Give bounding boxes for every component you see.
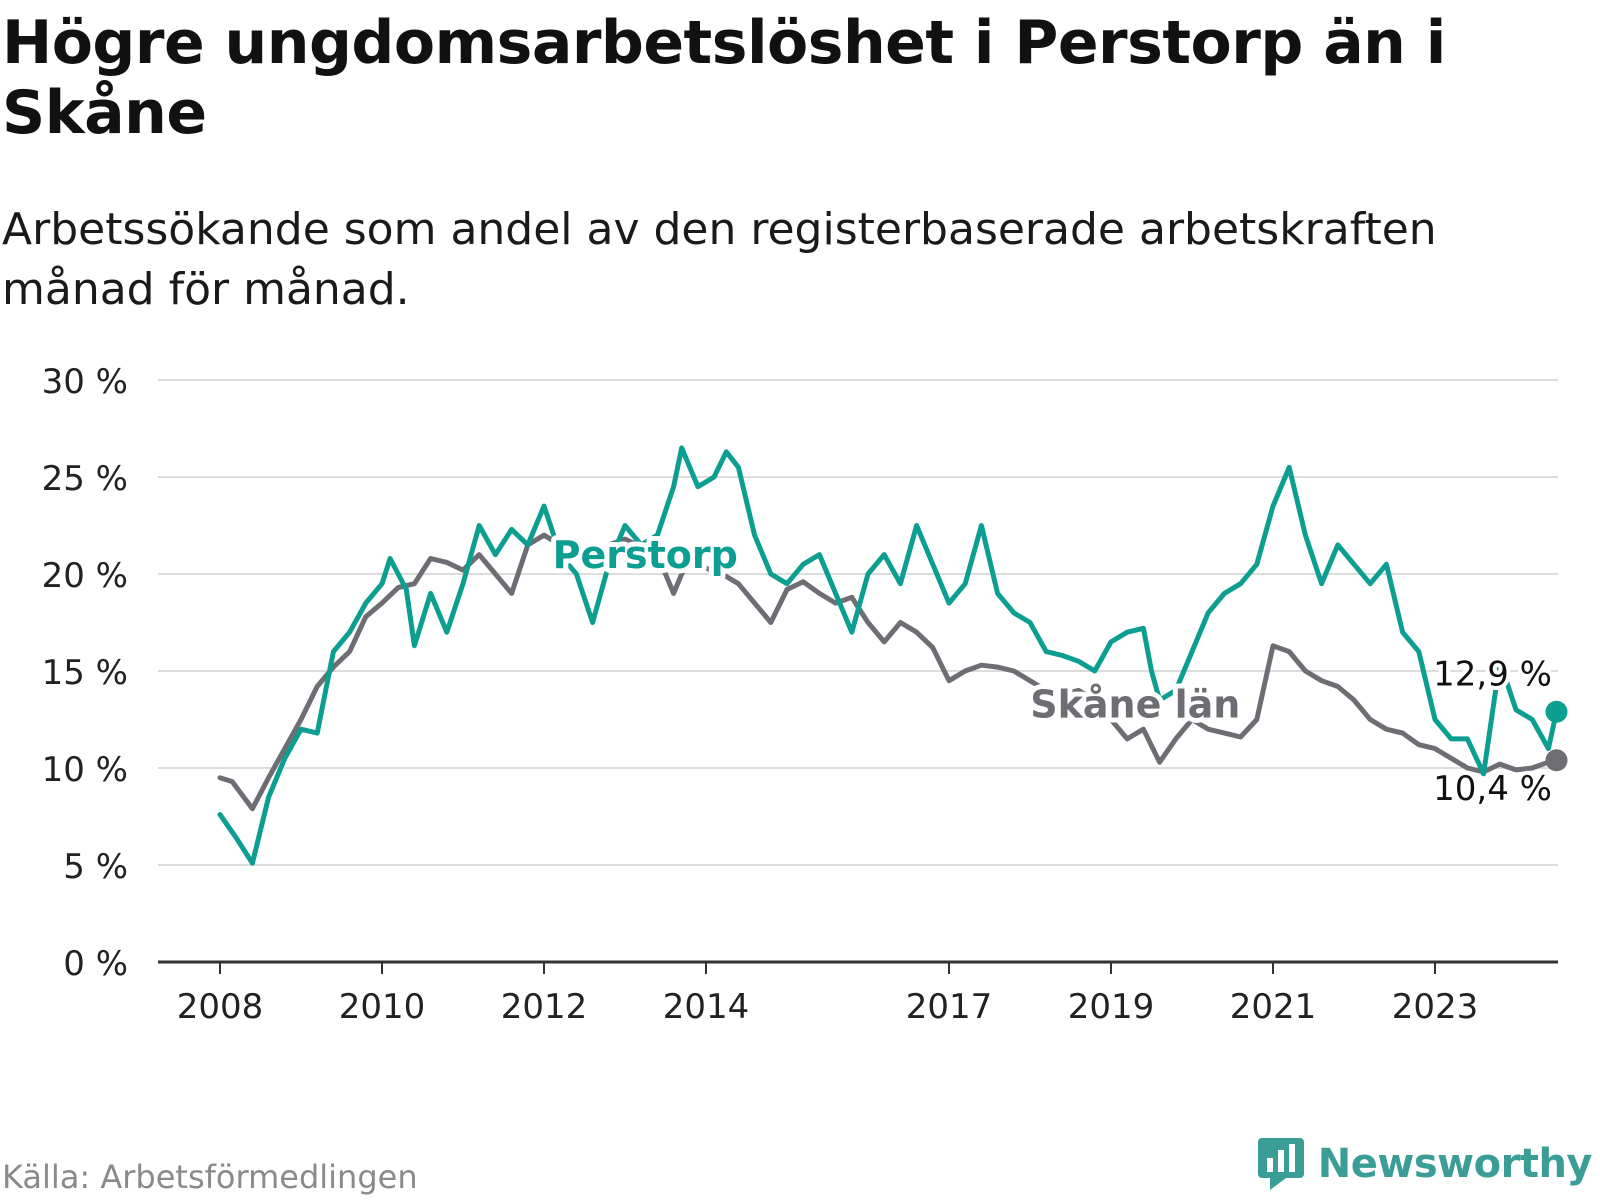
series-name-label-halo: Perstorp: [553, 533, 738, 577]
grid-layer: [158, 379, 1558, 866]
y-tick-label: 5 %: [63, 847, 128, 887]
source-note: Källa: Arbetsförmedlingen: [2, 1158, 418, 1196]
y-tick-label: 30 %: [42, 362, 128, 402]
y-tick-label: 15 %: [42, 653, 128, 693]
brand-name: Newsworthy: [1317, 1141, 1593, 1187]
chart-title: Högre ungdomsarbetslöshet i Perstorp än …: [2, 8, 1446, 148]
end-value-label-skane: 10,4 %: [1433, 769, 1552, 809]
series-line-skane: [217, 532, 1559, 812]
axis-layer: 0 % 5 % 10 % 15 % 20 % 25 % 30 % 2008 2010 2012 20…: [42, 362, 1558, 1027]
x-tick-label: 2014: [663, 987, 750, 1027]
series-line-perstorp: [217, 445, 1559, 866]
end-value-label-perstorp: 12,9 %: [1433, 655, 1552, 695]
line-chart: 0 % 5 % 10 % 15 % 20 % 25 % 30 % 2008 2010 2012 20…: [42, 362, 1568, 1027]
series-end-dot-skane: [1545, 749, 1568, 772]
y-tick-label: 10 %: [42, 750, 128, 790]
x-tick-label: 2019: [1068, 987, 1155, 1027]
brand-logo[interactable]: Newsworthy: [1256, 1136, 1593, 1192]
x-tick-label: 2023: [1392, 987, 1479, 1027]
end-value-label-skane-halo: 10,4 %: [1433, 769, 1552, 809]
x-tick-label: 2017: [906, 987, 993, 1027]
y-tick-label: 25 %: [42, 459, 128, 499]
y-tick-label: 20 %: [42, 556, 128, 596]
x-tick-label: 2012: [501, 987, 588, 1027]
series-name-label: Skåne län: [1030, 683, 1240, 727]
series-layer: [217, 445, 1568, 866]
y-tick-label: 0 %: [63, 944, 128, 984]
series-end-dot-perstorp: [1545, 700, 1568, 723]
x-tick-label: 2008: [177, 987, 264, 1027]
series-name-label-halo: Skåne län: [1030, 683, 1240, 727]
x-tick-label: 2021: [1230, 987, 1317, 1027]
x-tick-label: 2010: [339, 987, 426, 1027]
chart-subtitle: Arbetssökande som andel av den registerb…: [2, 204, 1437, 315]
newsworthy-logo-icon: [1257, 1138, 1304, 1190]
series-name-label: Perstorp: [553, 533, 738, 577]
end-value-label-perstorp-halo: 12,9 %: [1433, 655, 1552, 695]
